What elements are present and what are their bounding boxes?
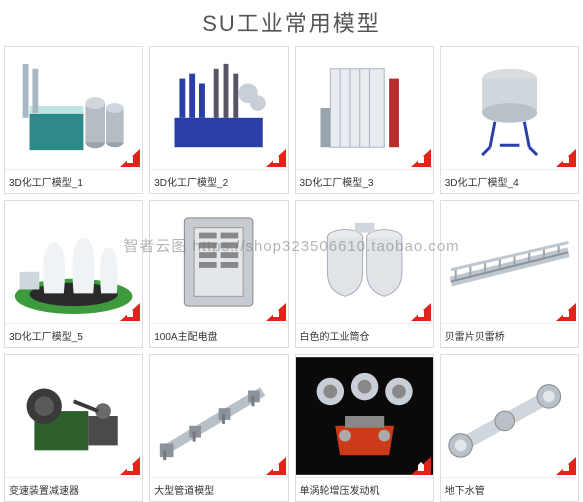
model-card[interactable]: 地下水管	[440, 354, 579, 502]
sketchup-badge-icon	[556, 457, 576, 475]
model-thumbnail	[441, 47, 578, 169]
model-card[interactable]: 3D化工厂模型_1	[4, 46, 143, 194]
model-card[interactable]: 3D化工厂模型_5	[4, 200, 143, 348]
sketchup-badge-icon	[120, 303, 140, 321]
sketchup-badge-icon	[556, 149, 576, 167]
sketchup-badge-icon	[411, 457, 431, 475]
model-thumbnail	[5, 201, 142, 323]
model-caption: 变速装置减速器	[5, 477, 142, 501]
model-thumbnail	[296, 47, 433, 169]
model-thumbnail	[296, 355, 433, 477]
model-caption: 白色的工业筒仓	[296, 323, 433, 347]
model-grid: 3D化工厂模型_1 3D化工厂模型_2 3D化工厂模型_3 3D化工厂模型_4 3D化工…	[0, 46, 583, 502]
model-thumbnail	[296, 201, 433, 323]
model-caption: 地下水管	[441, 477, 578, 501]
model-thumbnail	[150, 201, 287, 323]
sketchup-badge-icon	[411, 303, 431, 321]
sketchup-badge-icon	[266, 149, 286, 167]
model-thumbnail	[441, 201, 578, 323]
model-card[interactable]: 3D化工厂模型_4	[440, 46, 579, 194]
model-thumbnail	[5, 47, 142, 169]
model-card[interactable]: 单涡轮增压发动机	[295, 354, 434, 502]
sketchup-badge-icon	[556, 303, 576, 321]
model-card[interactable]: 贝雷片贝雷桥	[440, 200, 579, 348]
model-thumbnail	[441, 355, 578, 477]
model-caption: 单涡轮增压发动机	[296, 477, 433, 501]
model-caption: 3D化工厂模型_5	[5, 323, 142, 347]
model-card[interactable]: 白色的工业筒仓	[295, 200, 434, 348]
model-card[interactable]: 3D化工厂模型_3	[295, 46, 434, 194]
model-caption: 3D化工厂模型_2	[150, 169, 287, 193]
model-caption: 100A主配电盘	[150, 323, 287, 347]
model-thumbnail	[150, 355, 287, 477]
sketchup-badge-icon	[120, 149, 140, 167]
sketchup-badge-icon	[266, 457, 286, 475]
model-thumbnail	[5, 355, 142, 477]
model-caption: 3D化工厂模型_4	[441, 169, 578, 193]
model-caption: 3D化工厂模型_1	[5, 169, 142, 193]
model-card[interactable]: 3D化工厂模型_2	[149, 46, 288, 194]
sketchup-badge-icon	[411, 149, 431, 167]
model-card[interactable]: 大型管道模型	[149, 354, 288, 502]
sketchup-badge-icon	[266, 303, 286, 321]
model-caption: 贝雷片贝雷桥	[441, 323, 578, 347]
page-title: SU工业常用模型	[0, 0, 583, 46]
model-thumbnail	[150, 47, 287, 169]
model-card[interactable]: 变速装置减速器	[4, 354, 143, 502]
model-card[interactable]: 100A主配电盘	[149, 200, 288, 348]
model-caption: 3D化工厂模型_3	[296, 169, 433, 193]
model-caption: 大型管道模型	[150, 477, 287, 501]
sketchup-badge-icon	[120, 457, 140, 475]
